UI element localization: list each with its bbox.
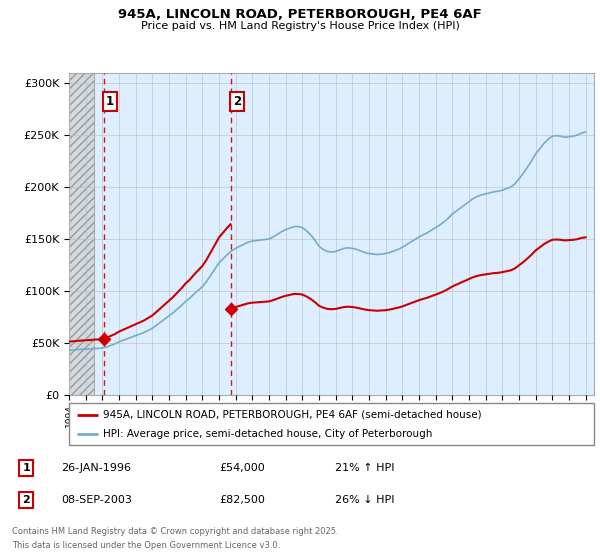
Bar [69, 73, 94, 395]
Text: £54,000: £54,000 [220, 463, 265, 473]
FancyBboxPatch shape [69, 403, 594, 445]
Bar [69, 73, 94, 395]
Text: HPI: Average price, semi-detached house, City of Peterborough: HPI: Average price, semi-detached house,… [103, 429, 433, 439]
Text: 945A, LINCOLN ROAD, PETERBOROUGH, PE4 6AF: 945A, LINCOLN ROAD, PETERBOROUGH, PE4 6A… [118, 8, 482, 21]
Text: This data is licensed under the Open Government Licence v3.0.: This data is licensed under the Open Gov… [12, 541, 280, 550]
Text: 26-JAN-1996: 26-JAN-1996 [61, 463, 131, 473]
Text: 1: 1 [106, 95, 114, 108]
Text: 26% ↓ HPI: 26% ↓ HPI [335, 495, 394, 505]
Text: 2: 2 [22, 495, 30, 505]
Text: Price paid vs. HM Land Registry's House Price Index (HPI): Price paid vs. HM Land Registry's House … [140, 21, 460, 31]
Text: 21% ↑ HPI: 21% ↑ HPI [335, 463, 394, 473]
Text: Contains HM Land Registry data © Crown copyright and database right 2025.: Contains HM Land Registry data © Crown c… [12, 527, 338, 536]
Text: 2: 2 [233, 95, 241, 108]
Text: 08-SEP-2003: 08-SEP-2003 [61, 495, 132, 505]
Text: 945A, LINCOLN ROAD, PETERBOROUGH, PE4 6AF (semi-detached house): 945A, LINCOLN ROAD, PETERBOROUGH, PE4 6A… [103, 409, 482, 419]
Text: 1: 1 [22, 463, 30, 473]
Text: £82,500: £82,500 [220, 495, 265, 505]
